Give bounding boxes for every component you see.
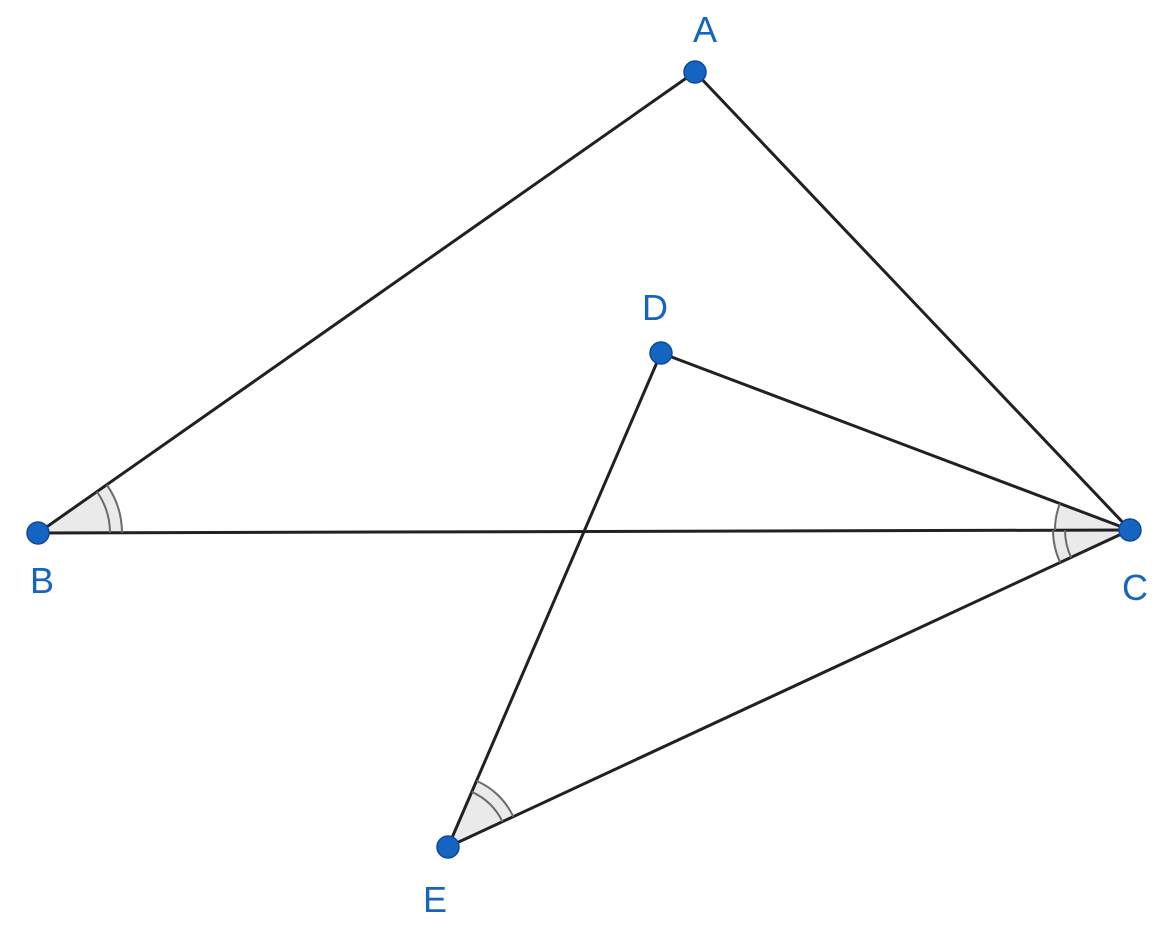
node-D [650, 342, 672, 364]
label-C: C [1122, 567, 1148, 608]
label-A: A [693, 9, 717, 50]
node-B [27, 522, 49, 544]
node-A [684, 61, 706, 83]
edges [38, 72, 1130, 847]
angle-fills [38, 485, 1130, 847]
nodes [27, 61, 1141, 858]
edge-D-C [661, 353, 1130, 530]
geometry-diagram: A B C D E [0, 0, 1164, 935]
edge-A-B [38, 72, 695, 533]
node-C [1119, 519, 1141, 541]
node-E [437, 836, 459, 858]
label-D: D [642, 287, 668, 328]
edge-A-C [695, 72, 1130, 530]
edge-E-C [448, 530, 1130, 847]
edge-D-E [448, 353, 661, 847]
label-E: E [423, 879, 447, 920]
label-B: B [30, 560, 54, 601]
angle-fill-E [448, 781, 513, 847]
